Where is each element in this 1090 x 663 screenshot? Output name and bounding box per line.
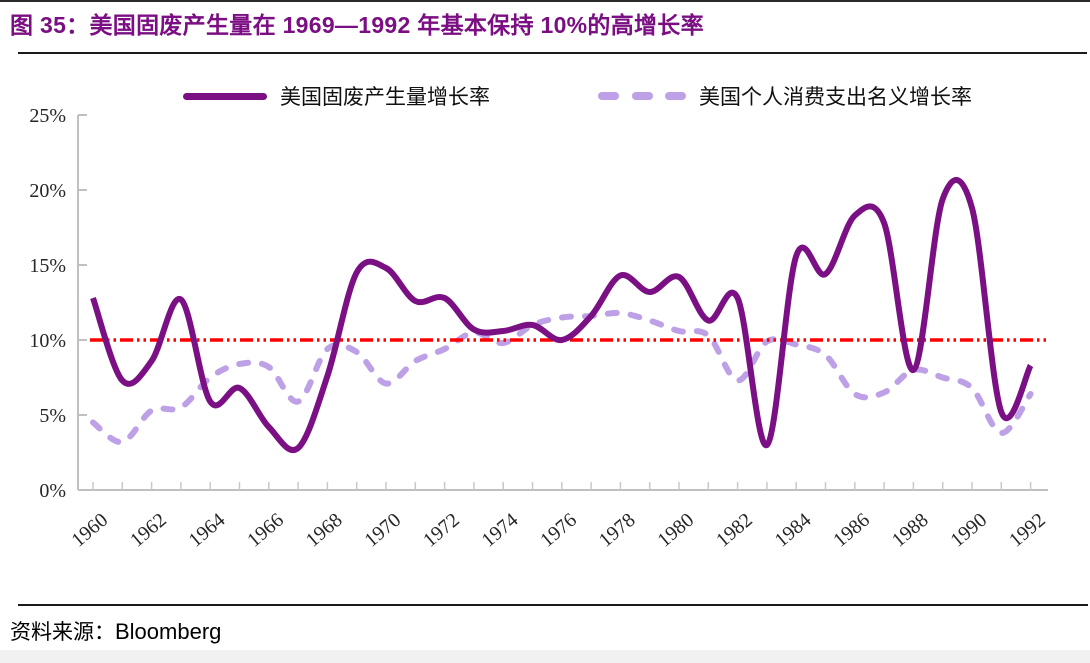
title-underline: [18, 52, 1087, 54]
x-axis-label: 1990: [946, 509, 991, 552]
source-line: 资料来源：Bloomberg: [10, 616, 221, 646]
legend-label-waste: 美国固废产生量增长率: [280, 85, 490, 109]
x-axis-label: 1962: [126, 509, 171, 552]
x-axis-label: 1964: [185, 509, 230, 552]
pce-growth-line: [90, 309, 1034, 446]
x-axis-label: 1968: [302, 509, 347, 552]
legend-label-pce: 美国个人消费支出名义增长率: [699, 85, 972, 109]
x-axis-label: 1988: [888, 509, 933, 552]
x-axis-label: 1980: [653, 509, 698, 552]
y-axis-label: 0%: [39, 480, 66, 502]
bottom-strip: [0, 650, 1090, 663]
figure-title: 图 35：美国固废产生量在 1969—1992 年基本保持 10%的高增长率: [10, 12, 704, 38]
x-axis-label: 1960: [67, 509, 112, 552]
legend-marker-solid: [183, 92, 267, 100]
chart-svg: 0% 5% 10% 15% 20% 25% 1960 1962 1964 1966 1968 1970…: [29, 105, 1050, 552]
x-axis-label: 1982: [712, 509, 757, 552]
legend-dash: [598, 92, 619, 100]
x-axis-label: 1970: [360, 509, 405, 552]
legend-dash: [631, 92, 653, 100]
y-axis-label: 20%: [29, 180, 66, 202]
source-value: Bloomberg: [115, 619, 222, 644]
x-axis-label: 1992: [1005, 509, 1050, 552]
legend-item-waste: 美国固废产生量增长率: [183, 82, 490, 110]
source-label: 资料来源：: [10, 620, 115, 644]
x-axis-label: 1974: [478, 509, 523, 552]
x-axis-label: 1972: [419, 509, 464, 552]
x-axis-label: 1978: [595, 509, 640, 552]
line-chart: 0% 5% 10% 15% 20% 25% 1960 1962 1964 1966 1968 1970…: [0, 60, 1090, 600]
x-axis-label: 1976: [536, 509, 581, 552]
x-axis-label: 1986: [829, 509, 874, 552]
top-border: [0, 0, 1090, 2]
legend-dash: [665, 92, 686, 100]
legend-marker-dashed: [598, 92, 686, 100]
x-axis-label: 1966: [243, 509, 288, 552]
x-axis-label: 1984: [771, 509, 816, 552]
y-axis-label: 15%: [29, 255, 66, 277]
waste-growth-line: [90, 176, 1034, 453]
y-axis-label: 10%: [29, 330, 66, 352]
y-axis-label: 5%: [39, 405, 66, 427]
legend-item-pce: 美国个人消费支出名义增长率: [598, 82, 972, 110]
y-axis-label: 25%: [29, 105, 66, 127]
source-divider: [18, 604, 1088, 606]
